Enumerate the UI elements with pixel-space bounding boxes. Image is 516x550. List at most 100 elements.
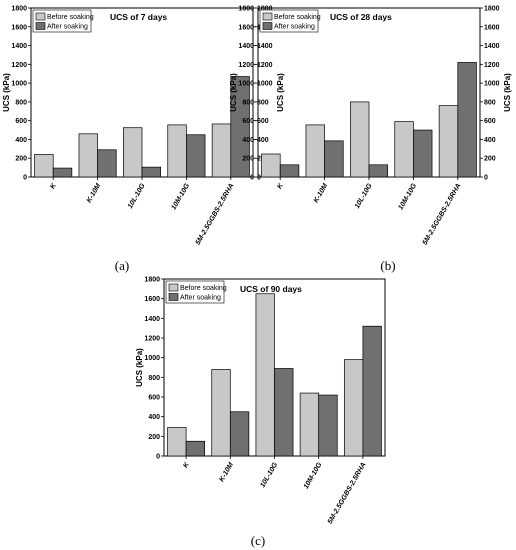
y2-tick-label: 600 [257, 118, 269, 125]
legend-swatch [35, 12, 46, 21]
y-tick-label: 1000 [11, 81, 27, 88]
y2-tick-label: 600 [484, 118, 496, 125]
y-tick-label: 0 [156, 454, 160, 461]
y-tick-label: 1200 [11, 62, 27, 69]
bar-before-soaking [167, 427, 187, 457]
bar-after-soaking [185, 440, 206, 457]
legend-box [259, 9, 319, 33]
bar-before-soaking [211, 369, 231, 457]
y-axis-label: UCS (kPa) [2, 73, 11, 112]
y2-tick-label: 0 [484, 175, 488, 182]
y-tick-label: 0 [23, 175, 27, 182]
bar-after-soaking [97, 149, 117, 178]
bar-after-soaking [229, 411, 250, 457]
y-tick-label: 600 [242, 118, 254, 125]
y2-tick-label: 200 [484, 156, 496, 163]
y-tick-label: 1800 [144, 277, 160, 284]
bar-before-soaking [167, 124, 187, 178]
y2-tick-label: 400 [257, 137, 269, 144]
bar-after-soaking [274, 368, 294, 457]
panel-label: (a) [115, 258, 129, 273]
y-tick-label: 400 [15, 137, 27, 144]
bar-before-soaking [261, 153, 281, 178]
y2-axis-label: UCS (kPa) [503, 73, 512, 112]
chart-title: UCS of 90 days [240, 284, 302, 294]
bar-before-soaking [123, 127, 143, 178]
y-tick-label: 800 [148, 375, 160, 382]
y2-tick-label: 800 [257, 99, 269, 106]
y2-axis-label: UCS (kPa) [276, 73, 285, 112]
y2-tick-label: 1800 [484, 6, 500, 13]
legend-entry: Before soaking [180, 285, 227, 292]
x-tick-label: 10L-10G [259, 461, 279, 489]
panel-label: (b) [380, 258, 395, 273]
bar-before-soaking [299, 392, 320, 457]
y2-tick-label: 0 [257, 175, 261, 182]
bar-after-soaking [362, 325, 382, 457]
y-tick-label: 1800 [238, 6, 254, 13]
legend-entry: Before soaking [47, 14, 94, 21]
x-tick-label: K [49, 182, 58, 191]
y2-tick-label: 1200 [257, 62, 273, 69]
bar-before-soaking [394, 121, 414, 178]
panel-label: (c) [251, 533, 265, 548]
y-tick-label: 1800 [11, 6, 27, 13]
x-tick-label: 10L-10G [127, 182, 147, 210]
bar-after-soaking [279, 164, 300, 178]
chart-panel-3: 0 200 400 600 800 1000 1200 1400 1600 1800 UCS (kP… [135, 277, 386, 548]
legend-entry: After soaking [274, 24, 315, 31]
y-axis-label: UCS (kPa) [229, 73, 238, 112]
y-tick-label: 1000 [144, 355, 160, 362]
bar-before-soaking [305, 124, 325, 178]
y-tick-label: 0 [250, 175, 254, 182]
x-tick-label: 10M-10G [397, 182, 418, 211]
x-tick-label: K [276, 182, 285, 191]
y-tick-label: 1200 [144, 336, 160, 343]
y-axis-label: UCS (kPa) [135, 348, 144, 387]
x-tick-label: 5M-2.5GGBS-2.5RHA [195, 182, 236, 246]
legend-entry: After soaking [180, 295, 221, 302]
bar-before-soaking [343, 359, 364, 457]
x-tick-label: 5M-2.5GGBS-2.5RHA [422, 183, 463, 247]
bar-after-soaking [324, 140, 344, 178]
legend-entry: After soaking [47, 24, 88, 31]
y2-tick-label: 400 [484, 137, 496, 144]
y2-tick-label: 1000 [484, 81, 500, 88]
y-tick-label: 800 [15, 99, 27, 106]
chart-title: UCS of 7 days [110, 12, 167, 22]
y-tick-label: 400 [148, 414, 160, 421]
legend-swatch [262, 22, 273, 30]
x-tick-label: K-10M [86, 182, 103, 204]
bar-after-soaking [186, 134, 206, 178]
y-tick-label: 1000 [238, 81, 254, 88]
y2-tick-label: 1400 [484, 43, 500, 50]
y2-tick-label: 800 [484, 99, 496, 106]
bar-after-soaking [368, 164, 388, 178]
y-tick-label: 1400 [11, 43, 27, 50]
y-tick-label: 1600 [238, 24, 254, 31]
legend-entry: Before soaking [274, 14, 321, 21]
x-tick-label: 10M-10G [170, 182, 191, 211]
bar-after-soaking [413, 129, 433, 178]
bar-after-soaking [52, 167, 73, 178]
y-tick-label: 200 [15, 156, 27, 163]
legend-box [165, 280, 225, 304]
bar-after-soaking [230, 76, 250, 178]
chart-title: UCS of 28 days [330, 12, 392, 22]
y2-tick-label: 1200 [484, 62, 500, 69]
legend-box [32, 9, 92, 33]
y2-tick-label: 1000 [257, 81, 273, 88]
legend-swatch [168, 283, 179, 292]
bar-before-soaking [78, 133, 98, 178]
y-tick-label: 1400 [238, 43, 254, 50]
bar-before-soaking [34, 154, 54, 178]
x-tick-label: 10M-10G [303, 461, 324, 490]
y2-tick-label: 1800 [257, 6, 273, 13]
x-tick-label: 5M-2.5GGBS-2.5RHA [327, 462, 368, 526]
bar-after-soaking [318, 394, 338, 457]
y-tick-label: 1400 [144, 316, 160, 323]
x-tick-label: K-10M [313, 182, 330, 204]
x-tick-label: K [182, 461, 191, 470]
bar-before-soaking [255, 293, 275, 457]
